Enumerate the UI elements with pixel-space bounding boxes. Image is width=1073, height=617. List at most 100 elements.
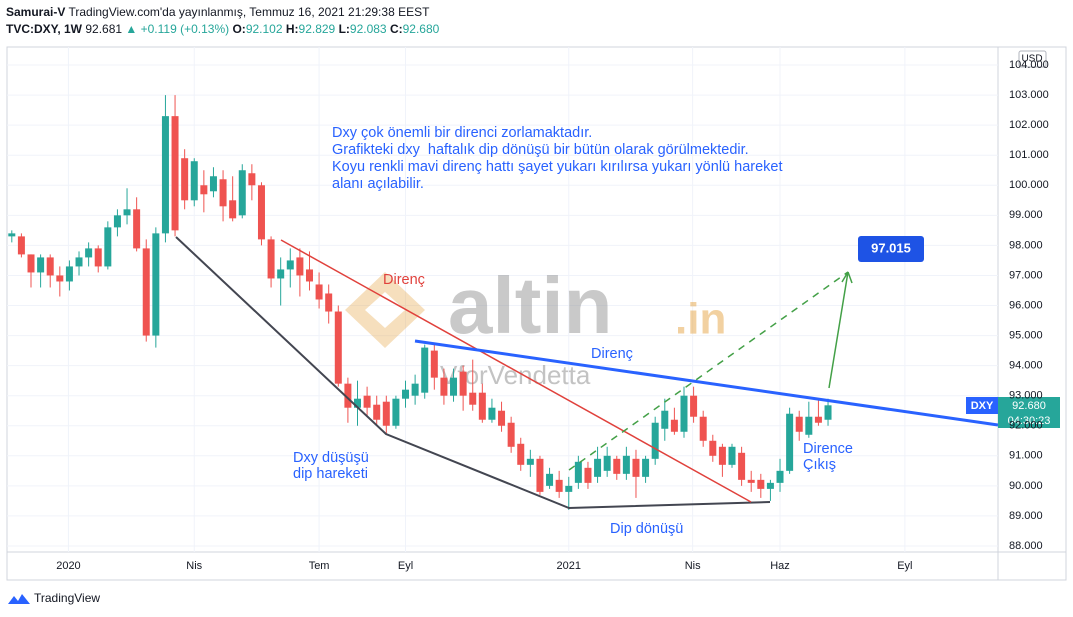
candle-body [392, 398, 400, 426]
author: Samurai-V [6, 5, 66, 19]
candle-body [315, 284, 323, 300]
candle-body [382, 401, 390, 426]
candle-body [219, 179, 227, 207]
candle-body [421, 347, 429, 393]
candle-body [776, 470, 784, 483]
candle-body [488, 407, 496, 420]
candle-body [277, 269, 285, 279]
countdown: 04:30:23 [1008, 415, 1051, 427]
note-line: Grafikteki dxy haftalık dip dönüşü bir b… [332, 142, 749, 158]
support-line [175, 236, 771, 510]
decline-2: dip hareketi [293, 466, 368, 482]
candle-body [229, 200, 237, 219]
candle-body [680, 395, 688, 432]
x-tick-label: Eyl [897, 560, 912, 572]
y-tick-label: 90.000 [1009, 480, 1043, 492]
note-line: Koyu renkli mavi direnç hattı şayet yuka… [332, 159, 783, 175]
candle-body [286, 260, 294, 270]
candle-body [171, 116, 179, 231]
candle-body [27, 254, 35, 273]
header-line2: TVC:DXY, 1W 92.681 ▲ +0.119 (+0.13%) O:9… [6, 21, 439, 38]
watermark: altin [448, 261, 612, 350]
candle-body [517, 443, 525, 465]
y-tick-label: 100.000 [1009, 179, 1049, 191]
y-tick-label: 94.000 [1009, 360, 1043, 372]
y-tick-label: 92.000 [1009, 420, 1043, 432]
y-tick-label: 97.000 [1009, 269, 1043, 281]
candle-body [248, 173, 256, 186]
target-box [858, 236, 924, 262]
candle-body [632, 458, 640, 477]
o: 92.102 [245, 22, 283, 36]
candle-body [363, 395, 371, 408]
target-label: 97.015 [871, 240, 911, 255]
currency-box [1018, 50, 1047, 68]
c-label: C: [389, 22, 403, 36]
candle-body [766, 482, 774, 489]
candle-body [152, 233, 160, 336]
candle-body [238, 170, 246, 216]
y-tick-label: 95.000 [1009, 329, 1043, 341]
candle-body [594, 458, 602, 477]
candle-body [296, 257, 304, 276]
y-tick-label: 91.000 [1009, 450, 1043, 462]
note-line: alanı açılabilir. [332, 176, 424, 192]
candle-body [267, 239, 275, 279]
candle-body [37, 257, 45, 273]
note-line: Dxy çok önemli bir direnci zorlamaktadır… [332, 125, 592, 141]
decline-1: Dxy düşüşü [293, 450, 369, 466]
candle-body [574, 461, 582, 483]
candle-body [565, 485, 573, 492]
frame [6, 46, 1067, 581]
candle-body [757, 479, 765, 489]
candle-body [546, 473, 554, 486]
candle-body [104, 227, 112, 267]
symbol-box [966, 397, 998, 414]
resistance-red: Direnç [383, 272, 425, 288]
candle-body [142, 248, 150, 336]
candle-body [344, 383, 352, 408]
breakout-1: Dirence [803, 441, 853, 457]
candle-body [123, 209, 131, 216]
x-tick-label: 2021 [557, 560, 581, 572]
candle-body [661, 410, 669, 429]
main-note: Dxy çok önemli bir direnci zorlamaktadır… [332, 125, 783, 192]
watermark-suffix: .in [675, 295, 726, 344]
y-tick-label: 103.000 [1009, 89, 1049, 101]
header-line1: Samurai-V TradingView.com'da yayınlanmış… [6, 4, 439, 21]
last: 92.681 [85, 22, 123, 36]
change: ▲ +0.119 (+0.13%) [125, 22, 230, 36]
y-tick-label: 93.000 [1009, 390, 1043, 402]
candle-body [824, 405, 832, 420]
header: Samurai-V TradingView.com'da yayınlanmış… [6, 4, 439, 38]
price-label: 92.680 [1012, 400, 1046, 412]
candle-body [507, 422, 515, 447]
y-tick-label: 102.000 [1009, 119, 1049, 131]
candle-body [786, 413, 794, 471]
o-label: O: [232, 22, 246, 36]
candle-body [56, 275, 64, 282]
arrow-head [841, 271, 853, 284]
candle-body [8, 233, 16, 237]
candle-body [190, 161, 198, 201]
candle-body [795, 416, 803, 432]
published: TradingView.com'da yayınlanmış, Temmuz 1… [68, 5, 430, 19]
candle-body [373, 404, 381, 420]
y-tick-label: 98.000 [1009, 239, 1043, 251]
x-tick-label: 2020 [56, 560, 80, 572]
candle-body [440, 377, 448, 396]
candle-body [257, 185, 265, 240]
x-tick-label: Eyl [398, 560, 413, 572]
projection-arrow [828, 271, 849, 389]
candle-body [46, 257, 54, 276]
x-tick-label: Tem [309, 560, 330, 572]
watermark-logo [345, 272, 425, 348]
candle-body [728, 446, 736, 465]
candle-body [94, 248, 102, 267]
candle-body [603, 455, 611, 471]
red-trend-line [280, 239, 752, 503]
candle-body [642, 458, 650, 477]
price-box [998, 397, 1060, 428]
candle-body [718, 446, 726, 465]
